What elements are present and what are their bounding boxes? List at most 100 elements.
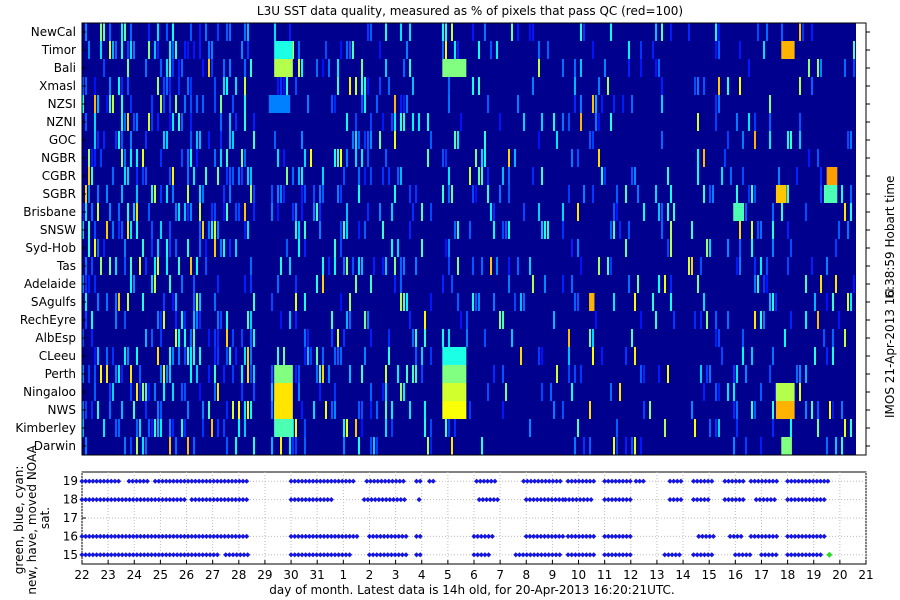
heatmap-cell [91,401,93,419]
row-label: Darwin [34,439,76,453]
sat-point [538,497,544,503]
sat-point [364,478,370,484]
sat-point [671,497,677,503]
heatmap-cell [226,401,228,419]
sat-point [591,533,597,539]
heatmap-cell [562,275,564,293]
heatmap-cell [664,419,666,437]
sat-point [317,478,323,484]
row-label: NewCal [31,25,76,39]
heatmap-cell [709,239,711,257]
heatmap-cell [541,221,543,239]
row-label: Bali [54,61,76,75]
heatmap-cell [817,59,819,77]
heatmap-cell [442,275,444,293]
heatmap-cell [517,95,519,113]
sat-point [602,533,608,539]
heatmap-cell [328,59,330,77]
heatmap-cell [196,365,198,383]
sat-point [696,533,702,539]
heatmap-cell [178,77,180,95]
sat-point [83,533,89,539]
sat-point [482,533,488,539]
heatmap-cell [451,275,453,293]
heatmap-cell [244,59,246,77]
heatmap-cell [841,185,843,203]
heatmap-cell [331,95,333,113]
heatmap-cell [382,167,384,185]
heatmap-cell [208,41,210,59]
heatmap-cell [202,221,204,239]
heatmap-cell [826,293,828,311]
heatmap-cell [130,41,132,59]
heatmap-cell [211,221,213,239]
heatmap-cell [754,311,756,329]
sat-point [225,533,231,539]
heatmap-cell [205,167,207,185]
heatmap-cell [331,329,333,347]
heatmap-cell [406,95,408,113]
sat-point [181,552,188,558]
sat-point [306,497,312,503]
heatmap-cell [91,167,93,185]
row-label: Tas [56,259,76,273]
heatmap-cell [853,59,855,77]
heatmap-cell [643,401,645,419]
heatmap-highlight-cell [775,185,787,203]
heatmap-cell [337,185,339,203]
heatmap-cell [217,311,219,329]
heatmap-cell [283,77,285,95]
heatmap-cell [397,239,399,257]
heatmap-cell [448,77,450,95]
heatmap-cell [370,131,372,149]
heatmap-cell [163,95,165,113]
heatmap-cell [751,221,753,239]
heatmap-cell [157,419,159,437]
sat-point [572,552,578,558]
y-tick-label: 16 [63,529,78,543]
heatmap-cell [352,41,354,59]
heatmap-cell [253,131,255,149]
heatmap-cell [562,59,564,77]
heatmap-cell [88,221,90,239]
sat-point [374,533,380,539]
heatmap-cell [379,41,381,59]
heatmap-cell [571,239,573,257]
heatmap-cell [568,347,570,365]
sat-point [196,478,202,484]
sat-point [553,552,559,558]
sat-point [817,497,824,503]
heatmap [82,23,856,455]
heatmap-cell [292,41,294,59]
sat-point [521,478,527,484]
heatmap-cell [520,347,522,365]
heatmap-cell [91,203,93,221]
heatmap-cell [151,239,153,257]
sat-point [101,533,107,539]
sat-point [795,478,802,484]
x-tick-label: 25 [153,568,168,582]
heatmap-cell [355,419,357,437]
sat-point [698,478,704,484]
heatmap-cell [631,95,633,113]
sat-point [288,478,294,484]
heatmap-cell [331,311,333,329]
heatmap-cell [250,275,252,293]
heatmap-cell [691,257,693,275]
sat-point [178,478,184,484]
sat-point [178,552,184,558]
sat-point [185,533,191,539]
heatmap-cell [301,185,303,203]
heatmap-cell [175,437,177,455]
heatmap-cell [670,23,672,41]
heatmap-cell [421,203,423,221]
sat-point [627,533,633,539]
heatmap-cell [772,239,774,257]
x-tick-label: 2 [366,568,374,582]
sat-point [336,478,342,484]
heatmap-cell [412,77,414,95]
heatmap-cell [208,365,210,383]
heatmap-cell [244,95,246,113]
heatmap-cell [247,167,249,185]
heatmap-cell [370,383,372,401]
